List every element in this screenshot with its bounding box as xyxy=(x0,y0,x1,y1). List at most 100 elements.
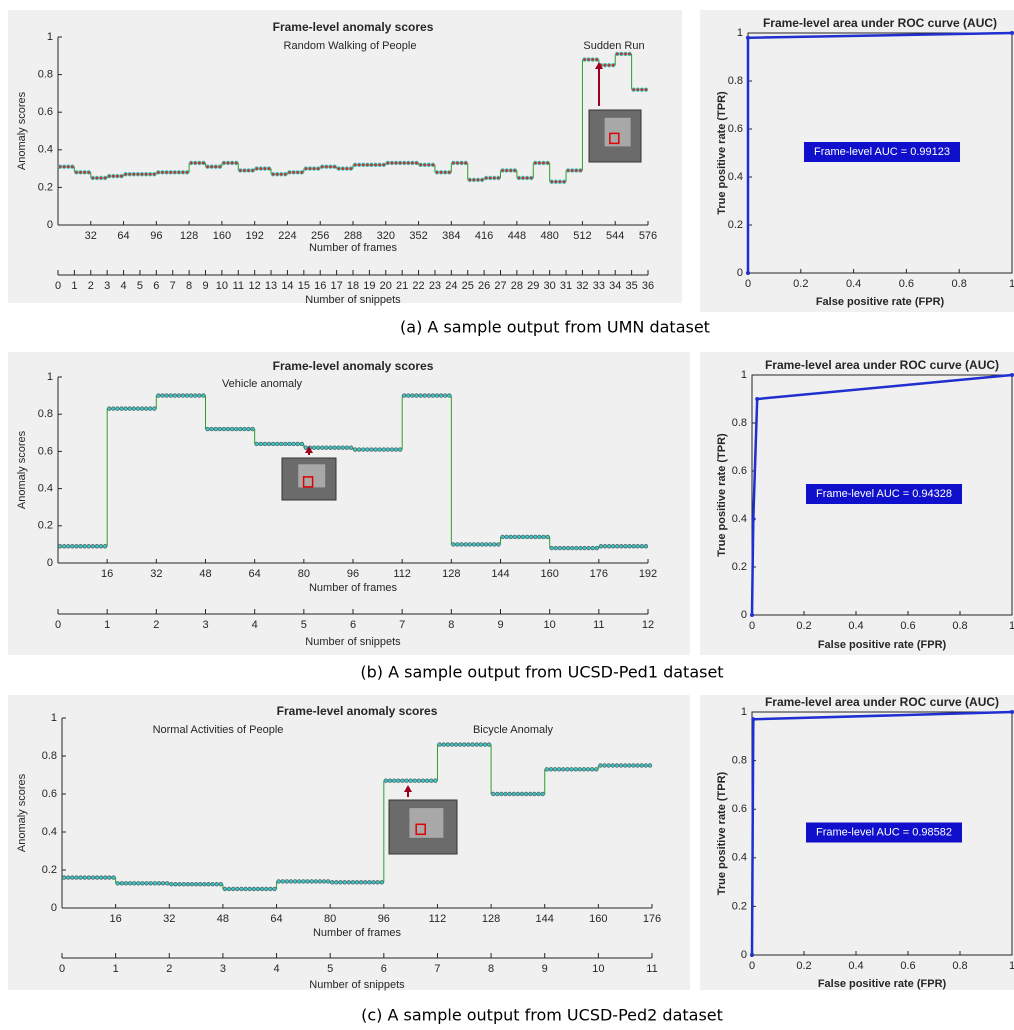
frame-marker xyxy=(259,442,263,446)
frame-marker xyxy=(619,764,623,768)
frame-marker xyxy=(95,176,99,180)
frame-marker xyxy=(425,779,429,783)
frame-marker xyxy=(582,768,586,772)
x-tick-label: 32 xyxy=(150,568,162,580)
frame-marker xyxy=(566,768,570,772)
frame-marker xyxy=(546,535,550,539)
frame-marker xyxy=(363,881,367,885)
frame-marker xyxy=(252,887,256,891)
frame-marker xyxy=(259,167,263,171)
y-tick-label: 0.8 xyxy=(732,755,747,767)
frame-marker xyxy=(173,171,177,175)
frame-marker xyxy=(214,427,218,431)
y-tick-label: 0.2 xyxy=(732,900,747,912)
frame-marker xyxy=(320,165,324,169)
frame-marker xyxy=(353,448,357,452)
frame-marker xyxy=(628,764,632,768)
frame-marker xyxy=(177,394,181,398)
frame-marker xyxy=(570,768,574,772)
frame-marker xyxy=(357,448,361,452)
frame-marker xyxy=(304,167,308,171)
frame-marker xyxy=(599,764,603,768)
frame-marker xyxy=(152,172,156,176)
frame-marker xyxy=(434,779,438,783)
frame-marker xyxy=(218,427,222,431)
x-tick-label: 544 xyxy=(606,230,624,242)
frame-marker xyxy=(587,546,591,550)
y-axis-label: True positive rate (TPR) xyxy=(716,771,728,895)
chart-title: Frame-level anomaly scores xyxy=(273,359,434,373)
frame-marker xyxy=(58,544,62,548)
snippet-tick-label: 27 xyxy=(494,280,506,292)
frame-marker xyxy=(284,172,288,176)
frame-marker xyxy=(534,161,538,165)
snippet-tick-label: 4 xyxy=(120,280,126,292)
frame-marker xyxy=(91,544,95,548)
x-tick-label: 16 xyxy=(110,913,122,925)
frame-marker xyxy=(554,180,558,184)
frame-marker xyxy=(116,174,120,178)
frame-marker xyxy=(325,446,329,450)
snippet-tick-label: 35 xyxy=(625,280,637,292)
x-tick-label: 48 xyxy=(199,568,211,580)
frame-marker xyxy=(427,163,431,167)
frame-marker xyxy=(152,407,156,411)
frame-marker xyxy=(407,161,411,165)
frame-marker xyxy=(300,442,304,446)
y-tick-label: 0 xyxy=(737,267,743,279)
frame-marker xyxy=(99,544,103,548)
y-tick-label: 0.8 xyxy=(728,75,743,87)
frame-marker xyxy=(366,448,370,452)
frame-marker xyxy=(640,764,644,768)
frame-marker xyxy=(337,167,341,171)
y-tick-label: 1 xyxy=(51,712,57,724)
snippet-tick-label: 1 xyxy=(104,619,110,631)
frame-marker xyxy=(174,882,178,886)
snippet-tick-label: 12 xyxy=(249,280,261,292)
frame-marker xyxy=(264,887,268,891)
frame-marker xyxy=(161,882,165,886)
frame-marker xyxy=(452,161,456,165)
x-tick-label: 96 xyxy=(347,568,359,580)
y-tick-label: 0 xyxy=(741,949,747,961)
frame-marker xyxy=(193,394,197,398)
x-tick-label: 0.6 xyxy=(900,620,915,632)
frame-marker xyxy=(345,446,349,450)
frame-marker xyxy=(611,63,615,67)
frame-marker xyxy=(382,163,386,167)
frame-marker xyxy=(255,442,259,446)
frame-marker xyxy=(516,792,520,796)
snippet-tick-label: 2 xyxy=(153,619,159,631)
frame-marker xyxy=(458,743,462,747)
frame-marker xyxy=(628,52,632,56)
x-tick-label: 0.4 xyxy=(846,278,861,290)
frame-marker xyxy=(632,764,636,768)
x-tick-label: 176 xyxy=(590,568,608,580)
frame-marker xyxy=(316,167,320,171)
x-tick-label: 0.2 xyxy=(796,960,811,972)
annotation: Bicycle Anomaly xyxy=(473,724,554,736)
frame-marker xyxy=(144,407,148,411)
frame-marker xyxy=(483,743,487,747)
snippet-tick-label: 0 xyxy=(55,280,61,292)
snippet-tick-label: 32 xyxy=(576,280,588,292)
y-tick-label: 0.4 xyxy=(732,852,747,864)
frame-marker xyxy=(185,394,189,398)
frame-marker xyxy=(386,448,390,452)
snippet-tick-label: 14 xyxy=(281,280,293,292)
snippet-tick-label: 16 xyxy=(314,280,326,292)
frame-marker xyxy=(429,779,433,783)
frame-marker xyxy=(370,163,374,167)
frame-marker xyxy=(207,882,211,886)
frame-marker xyxy=(144,172,148,176)
frame-marker xyxy=(71,165,75,169)
frame-marker xyxy=(326,880,330,884)
frame-marker xyxy=(402,161,406,165)
frame-marker xyxy=(95,876,99,880)
frame-marker xyxy=(189,394,193,398)
frame-marker xyxy=(173,394,177,398)
frame-marker xyxy=(541,792,545,796)
y-tick-label: 0.2 xyxy=(42,864,57,876)
frame-marker xyxy=(583,546,587,550)
frame-marker xyxy=(148,172,152,176)
